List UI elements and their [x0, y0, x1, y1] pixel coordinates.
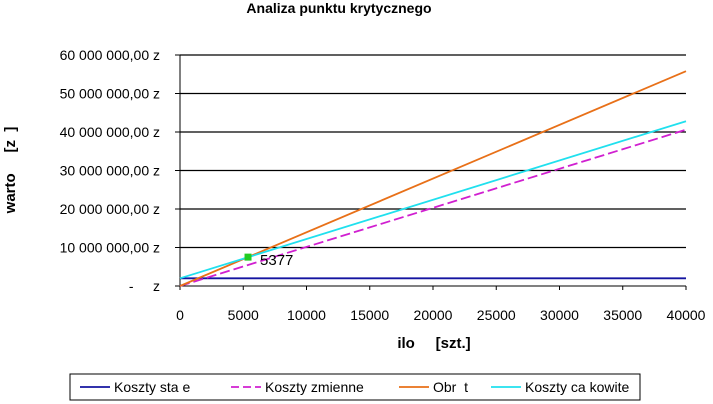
x-tick-label: 0	[176, 307, 184, 323]
y-tick-label: 30 000 000,00 z	[60, 163, 160, 179]
legend-label: Koszty sta e	[114, 379, 190, 395]
series-line	[179, 70, 687, 287]
x-axis-ticks: 0 5000 10000 15000 20000 25000 30000 35000 40000	[176, 286, 706, 323]
series-lines	[179, 70, 687, 287]
y-tick-label: 60 000 000,00 z	[60, 47, 160, 63]
y-tick-label: - z	[129, 278, 160, 294]
chart-title: Analiza punktu krytycznego	[246, 0, 431, 16]
series-line	[179, 128, 687, 287]
y-tick-label: 20 000 000,00 z	[60, 201, 160, 217]
x-tick-label: 15000	[350, 307, 389, 323]
x-tick-label: 35000	[603, 307, 642, 323]
break-even-marker	[244, 253, 252, 261]
y-tick-label: 40 000 000,00 z	[60, 124, 160, 140]
gridlines	[179, 54, 686, 290]
legend-label: Obr t	[433, 379, 468, 395]
legend-label: Koszty ca kowite	[525, 379, 629, 395]
x-tick-label: 40000	[667, 307, 706, 323]
legend: Koszty sta e Koszty zmienne Obr t Koszty ca…	[69, 373, 641, 401]
x-tick-label: 5000	[228, 307, 259, 323]
series-line	[179, 120, 687, 280]
legend-box	[69, 373, 641, 401]
annotations: 5377	[244, 252, 293, 269]
break-even-label: 5377	[260, 252, 293, 269]
y-axis-title: warto [z ]	[2, 127, 19, 215]
x-tick-label: 10000	[287, 307, 326, 323]
x-tick-label: 25000	[477, 307, 516, 323]
y-axis-ticks: - z 10 000 000,00 z 20 000 000,00 z 30 000 …	[60, 47, 180, 294]
y-tick-label: 50 000 000,00 z	[60, 86, 160, 102]
x-tick-label: 20000	[414, 307, 453, 323]
x-tick-label: 30000	[540, 307, 579, 323]
x-axis-title: ilo [szt.]	[397, 335, 470, 352]
y-tick-label: 10 000 000,00 z	[60, 240, 160, 256]
legend-label: Koszty zmienne	[265, 379, 364, 395]
